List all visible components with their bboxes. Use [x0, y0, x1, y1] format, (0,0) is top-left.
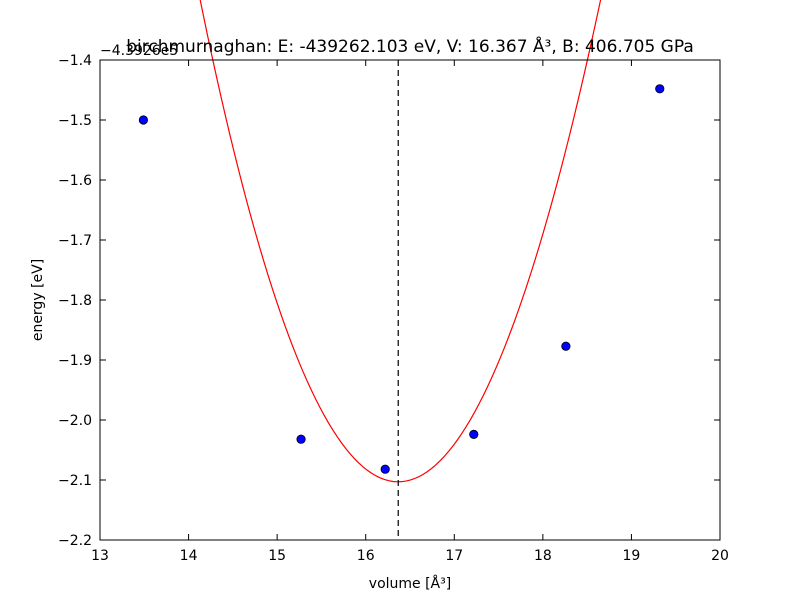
fit-curve — [199, 0, 602, 483]
x-tick-label: 17 — [445, 548, 463, 564]
y-tick-label: −2.1 — [58, 473, 92, 489]
data-point — [138, 115, 148, 125]
fit-curve-layer — [199, 0, 602, 483]
x-tick-label: 19 — [623, 548, 641, 564]
data-point — [561, 341, 571, 351]
y-tick-label: −1.4 — [58, 53, 92, 69]
data-point — [380, 464, 390, 474]
data-points-layer — [138, 84, 665, 474]
y-tick-label: −1.8 — [58, 293, 92, 309]
data-point — [469, 429, 479, 439]
y-tick-label: −1.6 — [58, 173, 92, 189]
x-tick-label: 15 — [268, 548, 286, 564]
y-tick-label: −1.5 — [58, 113, 92, 129]
data-point — [655, 84, 665, 94]
y-axis-ticks: −2.2 −2.1 −2.0 −1.9 −1.8 −1.7 −1.6 −1.5 −1.4 — [58, 53, 720, 549]
x-tick-label: 16 — [357, 548, 375, 564]
data-point — [296, 434, 306, 444]
x-tick-label: 13 — [91, 548, 109, 564]
x-tick-label: 20 — [711, 548, 729, 564]
x-tick-label: 18 — [534, 548, 552, 564]
chart-title: birchmurnaghan: E: -439262.103 eV, V: 16… — [126, 35, 694, 57]
x-tick-label: 14 — [180, 548, 198, 564]
x-axis-ticks: 13 14 15 16 17 18 19 20 — [91, 60, 729, 564]
y-axis-offset-label: −4.3926e5 — [100, 43, 178, 59]
y-tick-label: −1.9 — [58, 353, 92, 369]
x-axis-label: volume [Å³] — [369, 575, 451, 592]
y-tick-label: −1.7 — [58, 233, 92, 249]
y-tick-label: −2.2 — [58, 533, 92, 549]
y-tick-label: −2.0 — [58, 413, 92, 429]
plot-background — [100, 60, 720, 540]
y-axis-label: energy [eV] — [30, 259, 46, 341]
